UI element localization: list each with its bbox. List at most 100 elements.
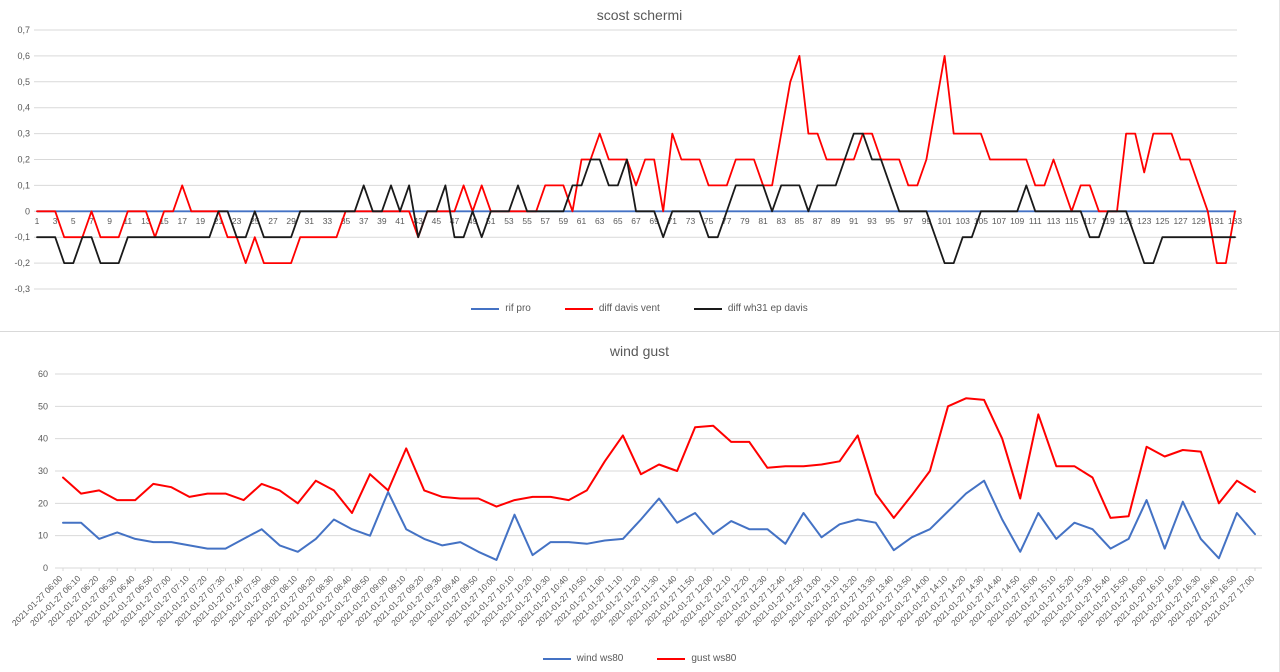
x-tick-label: 11	[123, 216, 132, 226]
legend-label-diff-wh31-ep-davis: diff wh31 ep davis	[727, 303, 808, 314]
x-tick-label: 61	[577, 216, 587, 226]
x-tick-label: 55	[522, 216, 532, 226]
x-tick-label: 71	[668, 216, 678, 226]
legend-item-diff-wh31-ep-davis: diff wh31 ep davis	[693, 303, 808, 314]
x-tick-label: 23	[232, 216, 242, 226]
x-tick-label: 45	[432, 216, 442, 226]
y-tick-label: 0	[25, 206, 30, 216]
x-tick-label: 103	[956, 216, 970, 226]
y-tick-label: 0	[43, 563, 48, 573]
x-tick-label: 67	[631, 216, 641, 226]
x-tick-label: 49	[468, 216, 478, 226]
legend-line-sample-wind-ws80	[542, 657, 571, 660]
legend-label-rif-pro: rif pro	[505, 303, 531, 314]
series-line-gust-ws80	[62, 397, 1256, 519]
x-tick-label: 65	[613, 216, 623, 226]
x-tick-label: 51	[486, 216, 496, 226]
x-tick-label: 125	[1155, 216, 1169, 226]
legend-label-diff-davis-vent: diff davis vent	[598, 303, 660, 314]
y-tick-label: -0,1	[14, 232, 30, 242]
y-tick-label: 30	[38, 466, 48, 476]
y-tick-label: 0,1	[17, 180, 30, 190]
x-tick-label: 47	[450, 216, 460, 226]
x-tick-label: 1	[35, 216, 40, 226]
y-tick-label: 0,6	[17, 51, 30, 61]
legend-item-diff-davis-vent: diff davis vent	[564, 303, 660, 314]
x-tick-label: 13	[141, 216, 151, 226]
y-tick-label: 0,3	[17, 129, 30, 139]
y-tick-label: 0,5	[17, 77, 30, 87]
x-tick-label: 111	[1029, 216, 1042, 226]
x-tick-label: 119	[1101, 216, 1115, 226]
legend-scost-schermi: rif pro diff davis vent diff wh31 ep dav…	[0, 303, 1279, 314]
x-tick-label: 113	[1047, 216, 1061, 226]
legend-item-gust-ws80: gust ws80	[657, 653, 736, 664]
x-tick-label: 123	[1137, 216, 1151, 226]
x-tick-label: 117	[1083, 216, 1097, 226]
x-tick-label: 41	[395, 216, 405, 226]
x-tick-label: 89	[831, 216, 841, 226]
chart-panel-wind-gust: wind gust 60 50 40 30 20 10 0 2021-01-27 06:00 2…	[0, 332, 1280, 672]
x-tick-label: 129	[1192, 216, 1206, 226]
x-tick-label: 107	[992, 216, 1006, 226]
x-tick-label: 43	[413, 216, 423, 226]
x-tick-label: 131	[1210, 216, 1224, 226]
x-tick-label: 19	[196, 216, 206, 226]
legend-item-rif-pro: rif pro	[471, 303, 531, 314]
x-tick-label: 69	[649, 216, 659, 226]
x-tick-label: 9	[107, 216, 112, 226]
x-tick-label: 99	[922, 216, 932, 226]
x-tick-label: 17	[177, 216, 187, 226]
x-tick-label: 87	[813, 216, 823, 226]
x-tick-label: 53	[504, 216, 514, 226]
legend-line-sample-gust-ws80	[657, 657, 686, 660]
x-tick-label: 105	[974, 216, 988, 226]
y-tick-label: 60	[38, 369, 48, 379]
x-tick-label: 77	[722, 216, 732, 226]
x-tick-label: 127	[1173, 216, 1187, 226]
x-tick-label: 95	[885, 216, 895, 226]
x-tick-label: 21	[214, 216, 224, 226]
chart-title-wind-gust: wind gust	[609, 343, 670, 359]
x-tick-label: 73	[686, 216, 696, 226]
legend-line-sample-diff-wh31-ep-davis	[693, 307, 722, 310]
x-tick-label: 5	[71, 216, 76, 226]
legend-line-sample-rif-pro	[471, 307, 500, 310]
x-tick-label: 79	[740, 216, 750, 226]
legend-wind-gust: wind ws80 gust ws80	[0, 653, 1279, 664]
x-tick-label: 97	[904, 216, 914, 226]
x-tick-label: 25	[250, 216, 260, 226]
x-tick-label: 7	[89, 216, 94, 226]
scost-schermi-plot-area: 0,70,60,50,40,30,20,10-0,1-0,2-0,31 3 5 7 9 1…	[14, 25, 1242, 294]
x-tick-label: 33	[323, 216, 333, 226]
x-tick-label: 37	[359, 216, 369, 226]
series-line-diff-wh31-ep-davis	[36, 132, 1236, 265]
x-tick-label: 39	[377, 216, 387, 226]
chart-title-scost-schermi: scost schermi	[596, 7, 683, 23]
y-tick-label: -0,2	[14, 258, 30, 268]
x-tick-label: 57	[541, 216, 551, 226]
chart-panel-scost-schermi: scost schermi 0,7 0,6 0,5 0,4 0,3 0,2 0,1 0 -0,1…	[0, 0, 1280, 332]
x-tick-label: 59	[559, 216, 569, 226]
y-tick-label: 10	[38, 531, 48, 541]
x-tick-label: 121	[1119, 216, 1133, 226]
x-tick-label: 133	[1228, 216, 1242, 226]
x-tick-label: 115	[1065, 216, 1079, 226]
series-line-wind-ws80	[62, 479, 1256, 561]
x-tick-label: 109	[1010, 216, 1024, 226]
x-tick-label: 85	[795, 216, 805, 226]
legend-label-gust-ws80: gust ws80	[691, 653, 737, 664]
x-tick-label: 29	[286, 216, 296, 226]
legend-label-wind-ws80: wind ws80	[576, 653, 624, 664]
x-tick-label: 101	[937, 216, 951, 226]
y-tick-label: 0,7	[17, 25, 30, 35]
x-tick-label: 3	[53, 216, 58, 226]
x-tick-label: 75	[704, 216, 714, 226]
x-tick-label: 27	[268, 216, 278, 226]
x-tick-label: 93	[867, 216, 877, 226]
y-tick-label: 50	[38, 401, 48, 411]
legend-line-sample-diff-davis-vent	[564, 307, 593, 310]
legend-item-wind-ws80: wind ws80	[542, 653, 624, 664]
y-tick-label: 0,2	[17, 155, 30, 165]
